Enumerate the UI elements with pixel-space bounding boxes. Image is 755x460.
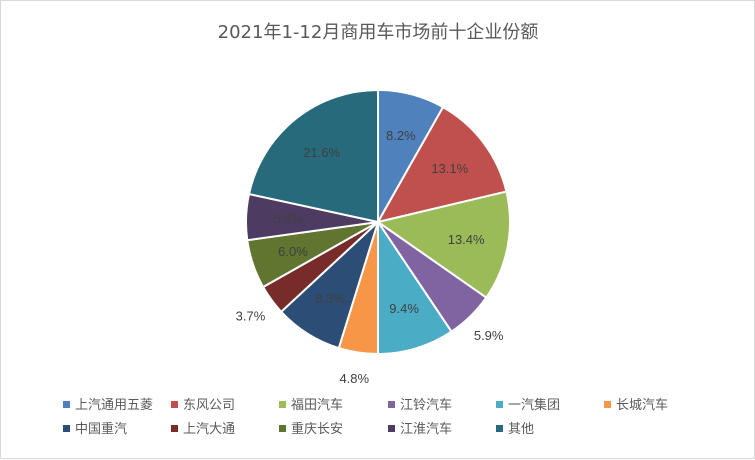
legend-label: 中国重汽 [75, 421, 127, 437]
legend-item-10: 江淮汽车 [388, 421, 452, 437]
legend-item-7: 中国重汽 [63, 421, 127, 437]
data-labels: 8.2% 13.1% 13.4% 5.9% 9.4% 4.8% 8.3% 3.7% 6.0% 5.… [236, 128, 504, 386]
legend-label: 江铃汽车 [400, 397, 452, 413]
legend-swatch [171, 425, 178, 432]
data-label-3: 13.4% [448, 232, 485, 247]
pie-slice-2 [376, 105, 508, 224]
legend-item-4: 江铃汽车 [388, 397, 452, 413]
legend-item-1: 上汽通用五菱 [63, 398, 153, 413]
legend-item-8: 上汽大通 [171, 422, 235, 437]
data-label-11: 21.6% [303, 145, 340, 160]
legend-label: 江淮汽车 [400, 421, 452, 437]
legend-swatch [388, 425, 395, 432]
legend-swatch [63, 425, 70, 432]
data-label-1: 8.2% [386, 128, 416, 143]
legend-swatch [496, 425, 503, 432]
legend-item-2: 东风公司 [171, 398, 235, 413]
legend-swatch [388, 401, 395, 408]
legend-label: 长城汽车 [616, 397, 668, 413]
legend-item-3: 福田汽车 [279, 397, 343, 413]
data-label-4: 5.9% [474, 328, 504, 343]
legend-label: 一汽集团 [508, 397, 560, 413]
legend-swatch [171, 401, 178, 408]
pie-slice-5 [377, 218, 453, 356]
legend-label: 上汽大通 [183, 422, 235, 437]
legend-label: 福田汽车 [291, 397, 343, 413]
pie-slices [245, 88, 511, 356]
legend-swatch [496, 401, 503, 408]
legend-item-9: 重庆长安 [279, 421, 343, 437]
data-label-5: 9.4% [389, 301, 419, 316]
legend-swatch [63, 401, 70, 408]
legend-label: 上汽通用五菱 [75, 398, 153, 413]
data-label-9: 6.0% [278, 244, 308, 259]
legend-label: 其他 [508, 422, 534, 437]
pie-slice-11 [247, 88, 379, 224]
data-label-8: 3.7% [236, 308, 266, 323]
data-label-7: 8.3% [315, 291, 345, 306]
legend-swatch [279, 401, 286, 408]
legend-swatch [279, 425, 286, 432]
legend-label: 重庆长安 [291, 421, 343, 437]
legend-label: 东风公司 [183, 398, 235, 413]
legend-item-5: 一汽集团 [496, 397, 560, 413]
legend-item-6: 长城汽车 [604, 397, 668, 413]
data-label-2: 13.1% [431, 161, 468, 176]
chart-title: 2021年1-12月商用车市场前十企业份额 [218, 22, 539, 43]
legend-swatch [604, 401, 611, 408]
data-label-10: 5.6% [273, 212, 303, 227]
data-label-6: 4.8% [339, 371, 369, 386]
pie-slice-3 [375, 190, 511, 299]
legend-item-11: 其他 [496, 422, 534, 437]
